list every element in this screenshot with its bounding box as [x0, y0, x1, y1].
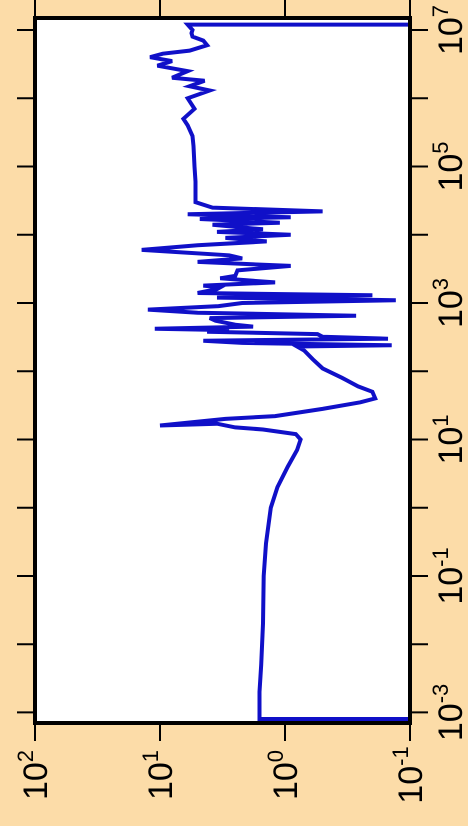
x-tick-label: 10-1 — [428, 547, 468, 604]
y-tick-label: 102 — [13, 750, 55, 800]
y-tick-label: 100 — [263, 750, 305, 800]
x-tick-label: 105 — [428, 141, 468, 191]
plot-area — [35, 18, 410, 723]
axes-layer: 10-3 10-1 101 103 105 107 102 101 100 10-1 — [13, 0, 468, 804]
x-tick-label: 101 — [428, 414, 468, 464]
series-line — [141, 22, 410, 721]
x-tick-label: 10-3 — [428, 684, 468, 741]
x-tick-label: 103 — [428, 278, 468, 328]
y-tick-label: 10-1 — [388, 746, 430, 803]
y-tick-label: 101 — [138, 750, 180, 800]
x-tick-label: 107 — [428, 5, 468, 55]
